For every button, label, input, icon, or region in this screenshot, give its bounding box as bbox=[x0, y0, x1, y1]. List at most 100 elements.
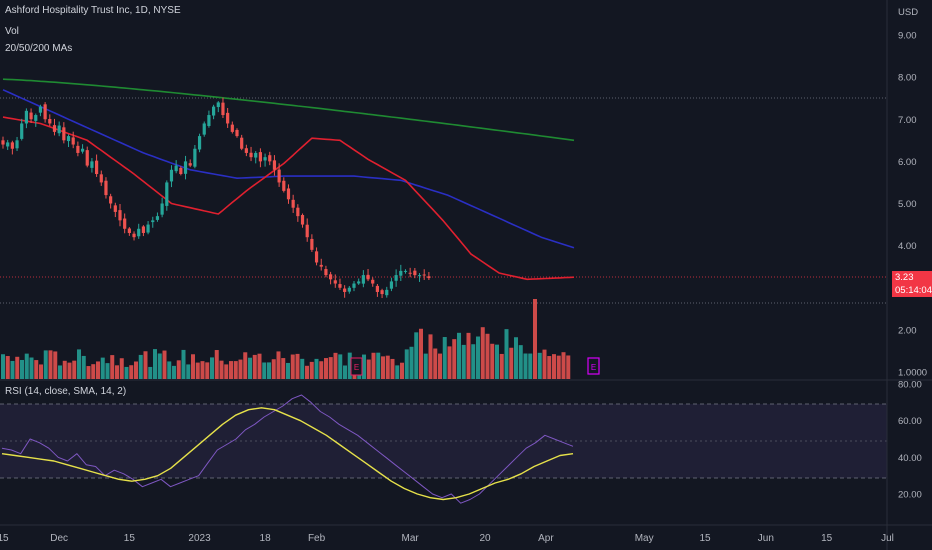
candle-body bbox=[207, 115, 211, 126]
candle-body bbox=[352, 283, 356, 288]
rsi-ma-line bbox=[1, 407, 574, 501]
volume-bar bbox=[229, 361, 233, 379]
volume-bar bbox=[119, 358, 124, 379]
candle-body bbox=[305, 224, 309, 238]
candle-body bbox=[375, 285, 379, 292]
ma20-line bbox=[2, 116, 575, 281]
volume-bar bbox=[471, 344, 476, 379]
candle-body bbox=[34, 115, 38, 121]
volume-bar bbox=[58, 365, 62, 379]
volume-bar bbox=[238, 359, 243, 379]
candle-body bbox=[272, 160, 277, 170]
volume-bar bbox=[134, 361, 138, 379]
candle-body bbox=[169, 169, 174, 182]
candle-body bbox=[324, 269, 328, 276]
candle-body bbox=[197, 136, 202, 150]
volume-bar bbox=[186, 364, 191, 379]
volume-bar bbox=[509, 347, 514, 379]
rsi-axis-tick: 80.00 bbox=[898, 380, 922, 391]
candle-body bbox=[343, 288, 347, 292]
volume-bar bbox=[485, 333, 490, 379]
currency-label: USD bbox=[898, 7, 919, 18]
time-axis-tick: 15 bbox=[0, 533, 9, 544]
volume-bar bbox=[110, 355, 115, 379]
volume-bar bbox=[566, 355, 571, 379]
volume-bar bbox=[523, 353, 528, 379]
time-axis-tick: 15 bbox=[699, 533, 711, 544]
time-axis-tick: Jul bbox=[881, 533, 894, 544]
volume-bar bbox=[219, 360, 224, 379]
candle-body bbox=[99, 174, 103, 183]
price-axis-tick: 2.00 bbox=[898, 325, 917, 336]
volume-bar bbox=[205, 362, 210, 379]
volume-bar bbox=[328, 357, 333, 379]
volume-bar bbox=[214, 350, 219, 379]
volume-bar bbox=[309, 361, 314, 379]
volume-bar bbox=[176, 360, 181, 379]
volume-bar bbox=[67, 362, 72, 379]
earnings-marker-past[interactable]: E bbox=[350, 357, 363, 376]
candle-body bbox=[104, 180, 108, 196]
price-axis-tick: 8.00 bbox=[898, 73, 917, 84]
volume-bar bbox=[195, 362, 200, 379]
candle-body bbox=[183, 161, 188, 174]
volume-bar bbox=[143, 351, 148, 379]
earnings-marker-label: E bbox=[354, 363, 359, 372]
volume-bar bbox=[438, 353, 442, 379]
volume-bar bbox=[243, 352, 248, 379]
volume-bar bbox=[262, 362, 267, 379]
volume-bar bbox=[461, 344, 466, 379]
candle-body bbox=[160, 203, 164, 215]
candle-body bbox=[286, 188, 291, 200]
volume-bar bbox=[556, 355, 561, 379]
candle-body bbox=[361, 275, 365, 284]
candle-body bbox=[230, 124, 234, 132]
symbol-title[interactable]: Ashford Hospitality Trust Inc, 1D, NYSE bbox=[5, 5, 181, 16]
volume-bar bbox=[24, 353, 29, 379]
candle-body bbox=[291, 199, 295, 208]
candle-body bbox=[254, 152, 258, 158]
volume-bar bbox=[295, 353, 300, 379]
volume-bar bbox=[252, 354, 257, 379]
volume-bar bbox=[15, 356, 20, 379]
earnings-marker-future[interactable]: E bbox=[587, 357, 600, 375]
volume-bar bbox=[290, 354, 295, 379]
volume-bars bbox=[1, 299, 571, 379]
time-axis-tick: 20 bbox=[479, 533, 491, 544]
candle-body bbox=[38, 106, 43, 113]
volume-bar bbox=[72, 360, 77, 379]
candle-body bbox=[310, 238, 314, 250]
candle-body bbox=[123, 218, 127, 229]
candle-body bbox=[240, 137, 244, 149]
candle-body bbox=[151, 220, 155, 223]
candle-body bbox=[268, 155, 272, 162]
candle-body bbox=[137, 228, 141, 237]
volume-bar bbox=[400, 362, 404, 379]
volume-bar bbox=[129, 365, 134, 379]
candle-body bbox=[193, 148, 197, 167]
volume-bar bbox=[34, 360, 39, 379]
volume-bar bbox=[314, 358, 319, 379]
candle-body bbox=[66, 136, 71, 142]
volume-bar bbox=[224, 364, 229, 379]
volume-bar bbox=[504, 329, 509, 379]
candle-body bbox=[338, 284, 342, 288]
volume-bar bbox=[91, 364, 96, 379]
volume-bar bbox=[395, 365, 400, 379]
candle-body bbox=[413, 270, 417, 276]
volume-legend[interactable]: Vol bbox=[5, 26, 19, 37]
volume-bar bbox=[300, 358, 305, 379]
candle-body bbox=[20, 123, 24, 139]
volume-bar bbox=[233, 361, 238, 379]
candle-body bbox=[244, 148, 248, 153]
candle-body bbox=[174, 165, 178, 172]
candle-body bbox=[48, 118, 52, 124]
price-axis-tick: 1.0000 bbox=[898, 368, 927, 379]
ma-legend[interactable]: 20/50/200 MAs bbox=[5, 43, 73, 54]
time-axis-tick: 18 bbox=[260, 533, 272, 544]
candle-body bbox=[76, 145, 80, 153]
volume-bar bbox=[257, 353, 262, 379]
volume-bar bbox=[476, 336, 480, 379]
rsi-legend[interactable]: RSI (14, close, SMA, 14, 2) bbox=[5, 386, 127, 397]
